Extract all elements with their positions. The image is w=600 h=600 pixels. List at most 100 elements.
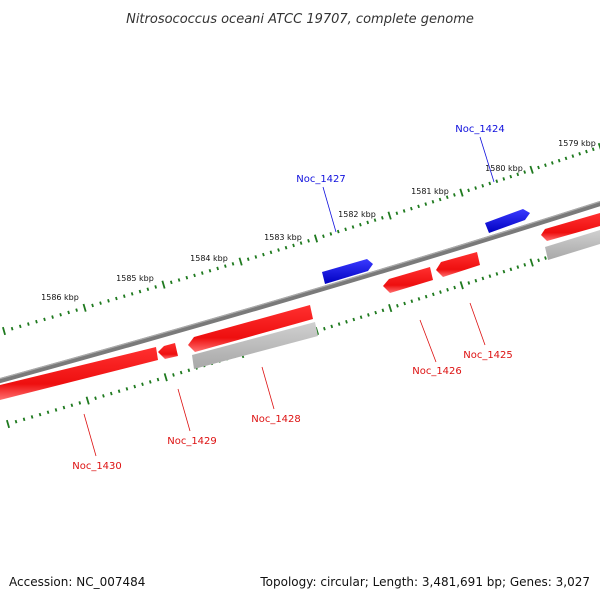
inner-minor-tick	[502, 269, 506, 274]
tick-label-1582: 1582 kbp	[338, 210, 376, 219]
inner-minor-tick	[156, 377, 160, 382]
inner-minor-tick	[179, 370, 183, 375]
outer-major-tick	[2, 326, 6, 336]
gene-noc-1424[interactable]	[485, 209, 530, 233]
gene-features	[0, 209, 600, 400]
inner-minor-tick	[187, 368, 191, 373]
inner-minor-tick	[523, 263, 527, 267]
inner-minor-tick	[117, 389, 121, 394]
accession-text: Accession: NC_007484	[9, 575, 145, 589]
inner-minor-tick	[495, 272, 499, 276]
outer-minor-tick	[246, 257, 250, 262]
outer-minor-tick	[509, 174, 513, 179]
outer-minor-tick	[299, 241, 303, 245]
rna-feature-1424[interactable]	[545, 230, 600, 260]
label-noc-1426[interactable]: Noc_1426	[412, 366, 462, 377]
rna-feature-1428[interactable]	[192, 322, 318, 369]
tick-label-1584: 1584 kbp	[190, 254, 228, 263]
label-noc-1428[interactable]: Noc_1428	[251, 414, 301, 425]
tick-label-1585: 1585 kbp	[116, 274, 154, 283]
inner-minor-tick	[537, 258, 540, 263]
outer-minor-tick	[395, 211, 399, 216]
inner-minor-tick	[417, 297, 421, 301]
outer-minor-tick	[284, 245, 288, 250]
outer-minor-tick	[578, 152, 582, 156]
outer-minor-tick	[402, 209, 406, 213]
inner-minor-tick	[481, 276, 485, 281]
gene-noc-1424-neighbor[interactable]	[541, 213, 600, 241]
inner-minor-tick	[396, 303, 399, 308]
label-noc-1429[interactable]: Noc_1429	[167, 436, 217, 447]
inner-minor-tick	[488, 274, 492, 278]
inner-minor-tick	[467, 281, 471, 285]
outer-minor-tick	[91, 303, 94, 308]
leader-noc-1430	[83, 413, 97, 457]
inner-minor-tick	[374, 310, 378, 315]
inner-major-tick	[6, 419, 10, 429]
inner-minor-tick	[446, 288, 449, 292]
outer-minor-tick	[193, 273, 196, 278]
outer-major-tick	[161, 280, 166, 289]
label-noc-1430[interactable]: Noc_1430	[72, 461, 122, 472]
outer-minor-tick	[431, 199, 435, 204]
outer-minor-tick	[336, 229, 340, 234]
outer-minor-tick	[115, 296, 118, 301]
outer-minor-tick	[185, 275, 189, 280]
outer-major-tick	[82, 303, 87, 312]
inner-minor-tick	[141, 382, 144, 387]
outer-minor-tick	[322, 234, 325, 238]
inner-minor-tick	[359, 315, 363, 320]
outer-minor-tick	[27, 322, 30, 326]
outer-minor-tick	[381, 216, 384, 220]
outer-major-tick	[387, 211, 392, 220]
gene-noc-1426[interactable]	[383, 267, 433, 293]
inner-major-tick	[529, 258, 534, 267]
outer-minor-tick	[474, 186, 478, 190]
outer-minor-tick	[307, 239, 310, 243]
inner-minor-tick	[410, 299, 414, 304]
inner-minor-tick	[424, 294, 428, 299]
inner-minor-tick	[109, 391, 113, 396]
gene-noc-1429[interactable]	[158, 343, 178, 359]
outer-minor-tick	[591, 147, 595, 152]
outer-minor-tick	[417, 204, 420, 209]
outer-minor-tick	[329, 232, 333, 236]
outer-minor-tick	[224, 264, 227, 268]
outer-minor-tick	[138, 289, 142, 294]
outer-minor-tick	[359, 222, 362, 227]
outer-minor-tick	[277, 248, 280, 252]
outer-major-tick	[459, 188, 464, 197]
inner-minor-tick	[516, 265, 520, 269]
label-noc-1424[interactable]: Noc_1424	[455, 124, 505, 135]
outer-minor-tick	[453, 193, 456, 197]
inner-minor-tick	[102, 394, 105, 398]
inner-minor-tick	[30, 415, 34, 419]
outer-minor-tick	[208, 268, 212, 273]
outer-minor-tick	[99, 301, 102, 305]
inner-minor-tick	[62, 405, 66, 410]
gene-noc-1425[interactable]	[436, 252, 480, 277]
outer-minor-tick	[200, 271, 204, 275]
inner-minor-tick	[22, 417, 26, 422]
outer-minor-tick	[571, 154, 575, 158]
outer-minor-tick	[130, 292, 134, 296]
gene-noc-1428[interactable]	[188, 305, 313, 352]
outer-minor-tick	[564, 156, 568, 161]
inner-major-tick	[388, 303, 393, 313]
inner-minor-tick	[94, 396, 97, 401]
outer-minor-tick	[169, 280, 173, 285]
inner-minor-tick	[439, 290, 442, 294]
outer-minor-tick	[59, 312, 62, 317]
outer-minor-tick	[146, 287, 150, 292]
leader-noc-1424	[479, 136, 495, 183]
outer-minor-tick	[43, 317, 46, 322]
inner-minor-tick	[172, 373, 175, 377]
inner-minor-tick	[78, 401, 82, 405]
outer-minor-tick	[35, 319, 38, 324]
gene-noc-1427[interactable]	[322, 259, 373, 284]
label-noc-1425[interactable]: Noc_1425	[463, 350, 513, 361]
gene-noc-1430[interactable]	[0, 347, 158, 400]
label-noc-1427[interactable]: Noc_1427	[296, 174, 346, 185]
outer-minor-tick	[292, 243, 295, 248]
